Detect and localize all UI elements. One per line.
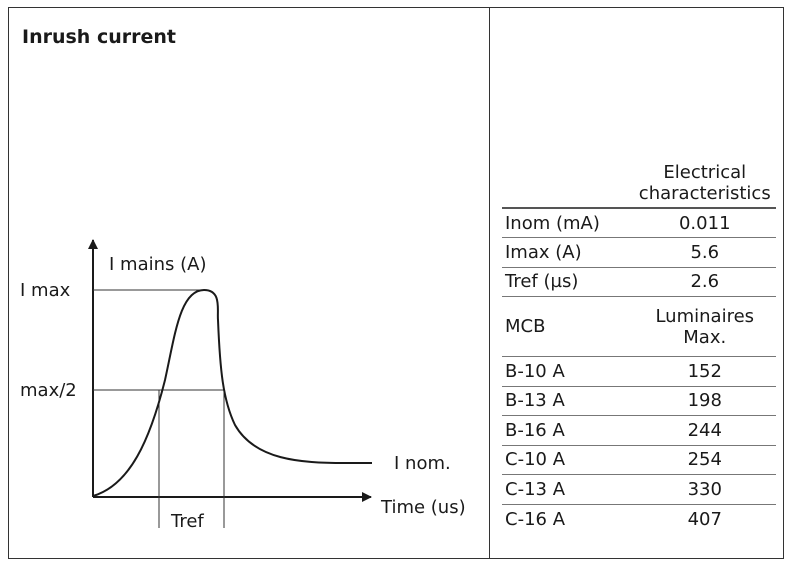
row-value: 152 <box>687 360 722 382</box>
table-row: Tref (µs) 2.6 <box>502 267 776 297</box>
table-row: Imax (A) 5.6 <box>502 238 776 267</box>
table-row: B-10 A 152 <box>502 357 776 386</box>
row-value: 330 <box>687 478 722 500</box>
row-key: Imax (A) <box>505 241 582 263</box>
table-row: B-16 A 244 <box>502 416 776 445</box>
row-key: MCB <box>505 316 546 337</box>
row-value: 2.6 <box>690 271 720 293</box>
row-key: Inom (mA) <box>505 212 600 234</box>
row-key: Tref (µs) <box>505 271 579 293</box>
x-axis-label: Time (us) <box>380 497 466 518</box>
row-value: 407 <box>687 508 722 530</box>
row-value: 254 <box>687 449 722 471</box>
row-key: C-10 A <box>505 449 566 471</box>
row-key: B-10 A <box>505 360 565 382</box>
row-value: 5.6 <box>690 241 720 263</box>
table-row: C-13 A 330 <box>502 475 776 504</box>
row-value: 0.011 <box>678 212 731 234</box>
table-row: B-13 A 198 <box>502 386 776 416</box>
inrush-diagram: I mains (A) I max max/2 I nom. Time (us)… <box>20 239 466 532</box>
row-value: Luminaires Max. <box>655 305 755 348</box>
electrical-characteristics-table: Electrical characteristics Inom (mA) 0.0… <box>502 162 776 534</box>
half-max-label: max/2 <box>20 380 77 401</box>
y-axis-label: I mains (A) <box>109 254 206 275</box>
table-row: MCB Luminaires Max. <box>502 297 776 357</box>
table-header: Electrical characteristics <box>633 162 776 209</box>
inrush-curve <box>92 288 372 497</box>
row-value: 244 <box>687 419 722 441</box>
table-row: C-16 A 407 <box>502 504 776 534</box>
tref-label: Tref <box>170 511 204 532</box>
row-value: 198 <box>687 390 722 412</box>
table-row: Inom (mA) 0.011 <box>502 208 776 238</box>
row-key: C-16 A <box>505 508 566 530</box>
inom-label: I nom. <box>394 453 451 474</box>
row-key: C-13 A <box>505 478 566 500</box>
row-key: B-16 A <box>505 419 565 441</box>
imax-label: I max <box>20 280 71 301</box>
row-key: B-13 A <box>505 390 565 412</box>
panel-divider <box>489 7 490 559</box>
outer-frame <box>8 7 784 559</box>
table-row: C-10 A 254 <box>502 445 776 475</box>
page-title: Inrush current <box>22 26 176 48</box>
